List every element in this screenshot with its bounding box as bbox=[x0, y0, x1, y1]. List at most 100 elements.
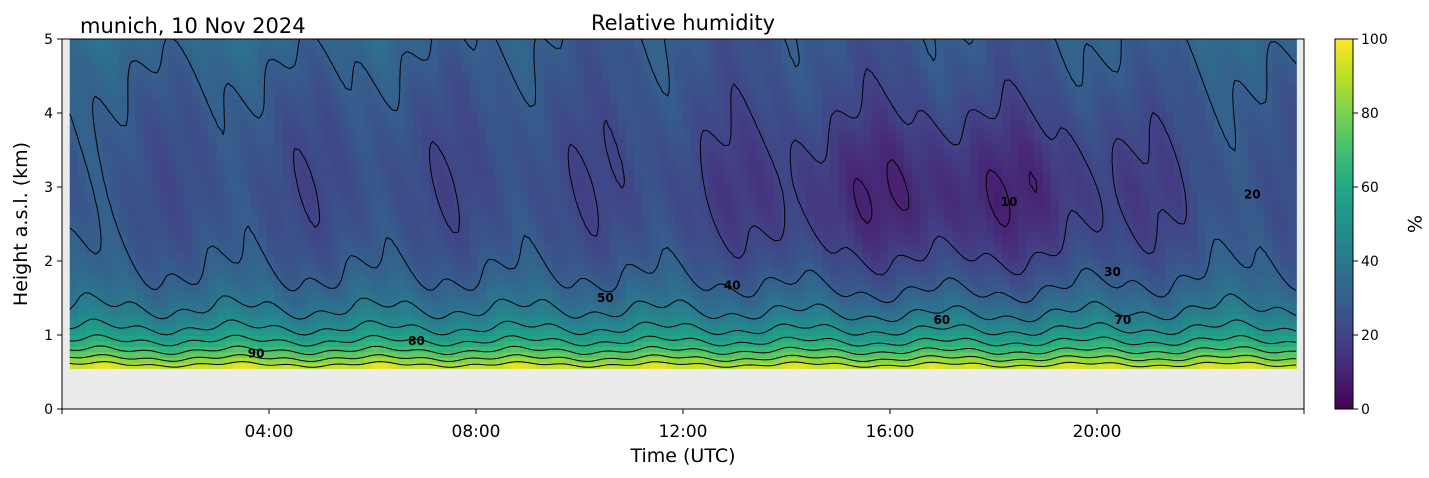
field-cell bbox=[625, 126, 635, 133]
field-cell bbox=[282, 296, 292, 304]
field-cell bbox=[421, 71, 431, 79]
field-cell bbox=[413, 82, 422, 89]
field-cell bbox=[355, 318, 365, 325]
field-cell bbox=[241, 236, 251, 243]
field-cell bbox=[127, 231, 136, 238]
field-cell bbox=[306, 253, 316, 260]
field-cell bbox=[462, 346, 472, 353]
field-cell bbox=[118, 165, 128, 172]
field-cell bbox=[127, 60, 136, 68]
field-cell bbox=[208, 351, 218, 358]
field-cell bbox=[748, 275, 758, 282]
field-cell bbox=[249, 104, 259, 111]
field-cell bbox=[290, 88, 300, 95]
field-cell bbox=[445, 253, 455, 260]
field-cell bbox=[77, 236, 87, 243]
field-cell bbox=[437, 258, 447, 265]
field-cell bbox=[674, 132, 684, 139]
field-cell bbox=[413, 192, 422, 199]
field-cell bbox=[233, 126, 243, 133]
field-cell bbox=[527, 280, 537, 287]
field-cell bbox=[200, 351, 210, 358]
field-cell bbox=[69, 285, 79, 293]
field-cell bbox=[233, 60, 243, 68]
field-cell bbox=[437, 115, 447, 122]
field-cell bbox=[282, 225, 292, 232]
field-cell bbox=[159, 198, 169, 205]
field-cell bbox=[282, 77, 292, 84]
field-cell bbox=[159, 236, 169, 243]
field-cell bbox=[740, 214, 750, 221]
field-cell bbox=[225, 126, 234, 133]
field-cell bbox=[470, 351, 480, 358]
field-cell bbox=[118, 132, 128, 139]
field-cell bbox=[347, 269, 357, 276]
field-cell bbox=[69, 275, 79, 282]
field-cell bbox=[445, 181, 455, 188]
field-cell bbox=[306, 324, 316, 331]
field-cell bbox=[683, 121, 692, 128]
field-cell bbox=[127, 285, 136, 293]
field-cell bbox=[347, 291, 357, 298]
field-cell bbox=[94, 362, 104, 369]
field-cell bbox=[625, 242, 635, 249]
field-cell bbox=[511, 176, 521, 183]
field-cell bbox=[200, 159, 210, 166]
field-cell bbox=[208, 143, 218, 150]
field-cell bbox=[364, 264, 373, 271]
field-cell bbox=[666, 225, 676, 232]
field-cell bbox=[470, 159, 480, 166]
field-cell bbox=[339, 318, 349, 325]
field-cell bbox=[339, 302, 349, 309]
field-cell bbox=[298, 115, 308, 122]
field-cell bbox=[216, 170, 226, 177]
field-cell bbox=[625, 203, 635, 210]
field-cell bbox=[486, 362, 496, 369]
field-cell bbox=[266, 362, 275, 369]
field-cell bbox=[176, 110, 185, 117]
field-cell bbox=[462, 159, 472, 166]
field-cell bbox=[593, 110, 602, 117]
field-cell bbox=[372, 214, 382, 221]
field-cell bbox=[184, 220, 194, 227]
field-cell bbox=[527, 318, 537, 325]
field-cell bbox=[86, 242, 95, 249]
field-cell bbox=[715, 82, 725, 89]
field-cell bbox=[666, 93, 676, 100]
field-cell bbox=[544, 104, 553, 111]
field-cell bbox=[266, 258, 275, 265]
field-cell bbox=[315, 137, 324, 144]
field-cell bbox=[683, 165, 692, 172]
field-cell bbox=[241, 335, 251, 342]
field-cell bbox=[715, 55, 725, 62]
field-cell bbox=[625, 49, 635, 57]
field-cell bbox=[601, 346, 611, 353]
field-cell bbox=[535, 258, 545, 265]
field-cell bbox=[617, 93, 627, 100]
field-cell bbox=[723, 318, 733, 325]
field-cell bbox=[315, 335, 324, 342]
field-cell bbox=[544, 214, 553, 221]
field-cell bbox=[159, 159, 169, 166]
field-cell bbox=[159, 280, 169, 287]
field-cell bbox=[593, 137, 602, 144]
field-cell bbox=[740, 170, 750, 177]
field-cell bbox=[216, 77, 226, 84]
field-cell bbox=[715, 143, 725, 150]
field-cell bbox=[494, 154, 504, 161]
field-cell bbox=[658, 88, 668, 95]
field-cell bbox=[740, 104, 750, 111]
field-cell bbox=[184, 82, 194, 89]
field-cell bbox=[560, 137, 570, 144]
field-cell bbox=[486, 247, 496, 254]
field-cell bbox=[257, 165, 267, 172]
field-cell bbox=[192, 143, 202, 150]
field-cell bbox=[225, 137, 234, 144]
field-cell bbox=[331, 275, 341, 282]
field-cell bbox=[241, 318, 251, 325]
field-cell bbox=[249, 60, 259, 68]
field-cell bbox=[110, 137, 120, 144]
field-cell bbox=[421, 269, 431, 276]
field-cell bbox=[200, 280, 210, 287]
field-cell bbox=[372, 66, 382, 73]
